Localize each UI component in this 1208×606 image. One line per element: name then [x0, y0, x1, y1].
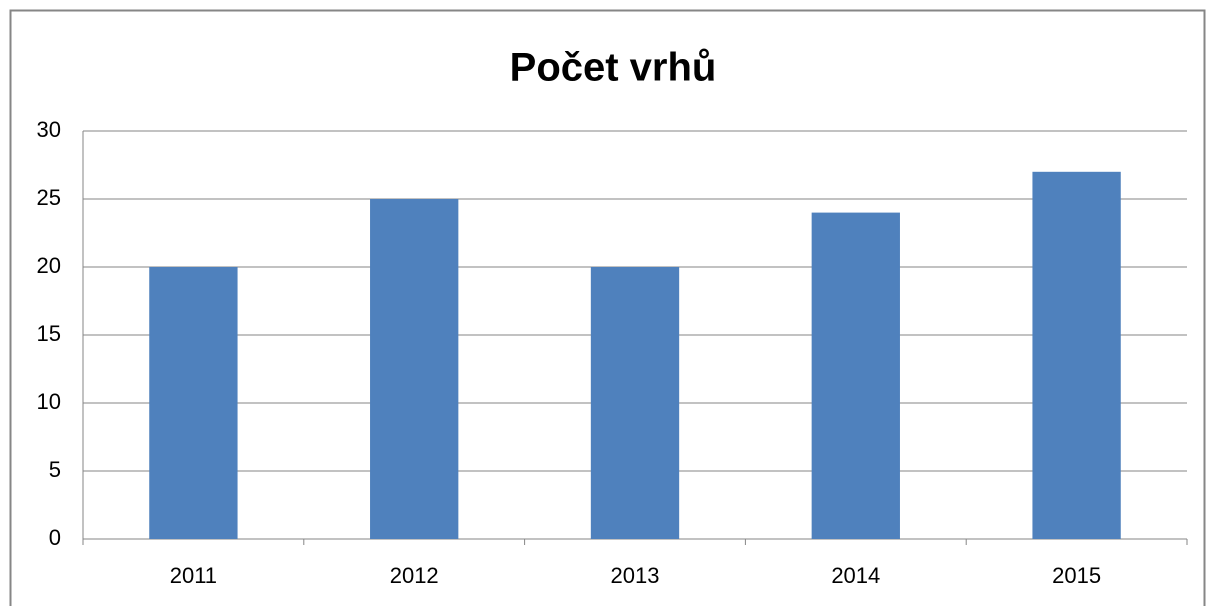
y-tick-label: 0 — [49, 525, 61, 550]
y-tick-label: 5 — [49, 457, 61, 482]
y-tick-label: 30 — [37, 117, 61, 142]
bar — [149, 267, 238, 539]
x-tick-label: 2015 — [1052, 563, 1101, 588]
x-tick-label: 2013 — [611, 563, 660, 588]
x-tick-label: 2012 — [390, 563, 439, 588]
bar — [590, 267, 680, 539]
y-tick-label: 15 — [37, 321, 61, 346]
chart-title: Počet vrhů — [510, 46, 717, 90]
bar — [811, 212, 900, 539]
x-tick-label: 2011 — [170, 563, 217, 588]
y-tick-label: 20 — [37, 253, 61, 278]
y-tick-label: 10 — [37, 389, 61, 414]
bar — [1032, 171, 1121, 540]
x-tick-label: 2014 — [831, 563, 880, 588]
bar — [370, 199, 459, 539]
y-tick-label: 25 — [37, 185, 61, 210]
